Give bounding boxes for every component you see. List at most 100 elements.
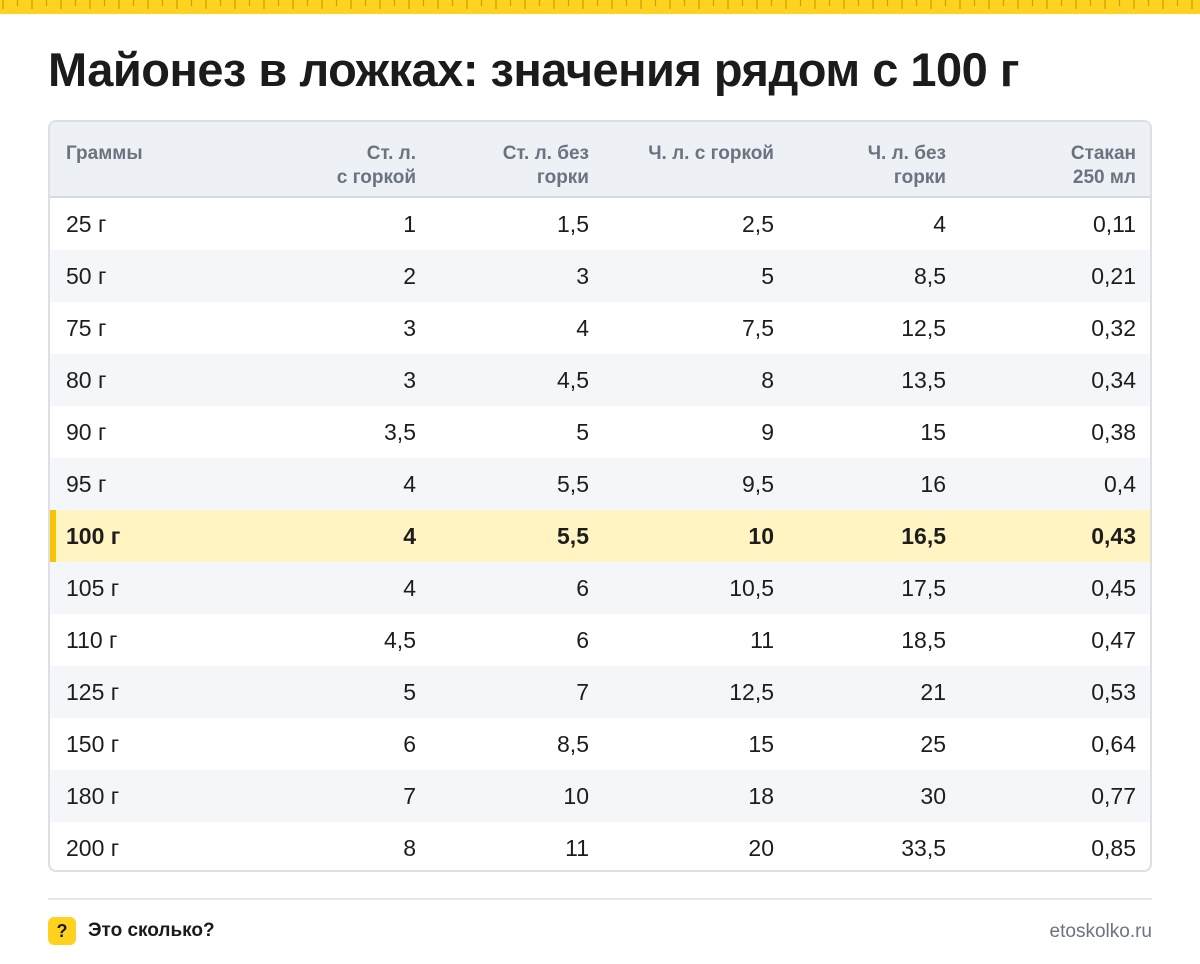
table-row: 180 г 7 10 18 30 0,77 — [50, 770, 1150, 822]
table-cell: 8 — [761, 367, 774, 393]
column-header-line: Ст. л. — [366, 143, 416, 164]
table-cell: 3,5 — [384, 419, 416, 445]
row-label: 200 г — [66, 835, 120, 861]
column-header: Ч. л. с горкой — [574, 142, 774, 166]
table-row: 105 г 4 6 10,5 17,5 0,45 — [50, 562, 1150, 614]
table-cell: 0,11 — [1092, 211, 1136, 237]
table-cell: 12,5 — [729, 679, 774, 705]
table-cell: 8,5 — [557, 731, 589, 757]
column-header-line: с горкой — [336, 167, 416, 188]
table-cell: 10 — [748, 523, 774, 549]
table-cell: 18 — [748, 783, 774, 809]
table-cell: 0,38 — [1091, 419, 1136, 445]
table-cell: 4,5 — [384, 627, 416, 653]
row-label: 25 г — [66, 211, 107, 237]
table-cell: 33,5 — [901, 835, 946, 861]
column-header-line: Стакан — [1070, 143, 1136, 164]
column-header-line: Ч. л. без — [867, 143, 946, 164]
table-cell: 0,4 — [1104, 471, 1136, 497]
table-row: 90 г 3,5 5 9 15 0,38 — [50, 406, 1150, 458]
table-cell: 6 — [576, 575, 589, 601]
table-cell: 3 — [576, 263, 589, 289]
table-cell: 11 — [750, 627, 774, 653]
column-header: Стакан 250 мл — [936, 142, 1136, 190]
row-label: 105 г — [66, 575, 120, 601]
column-header: Ст. л. с горкой — [216, 142, 416, 190]
table-cell: 16 — [920, 471, 946, 497]
table-row: 75 г 3 4 7,5 12,5 0,32 — [50, 302, 1150, 354]
table-cell: 13,5 — [901, 367, 946, 393]
table-cell: 11 — [565, 835, 589, 861]
footer-divider — [48, 898, 1152, 900]
table-cell: 18,5 — [901, 627, 946, 653]
table-cell: 5,5 — [557, 523, 589, 549]
row-label: 100 г — [66, 523, 121, 549]
table-cell: 15 — [748, 731, 774, 757]
column-header-line: горки — [893, 167, 946, 188]
table-cell: 4 — [576, 315, 589, 341]
table-cell: 0,32 — [1091, 315, 1136, 341]
table-row: 125 г 5 7 12,5 21 0,53 — [50, 666, 1150, 718]
brand-name: Это сколько? — [88, 920, 215, 941]
row-label: 125 г — [66, 679, 120, 705]
table-cell: 3 — [403, 315, 416, 341]
row-label: 150 г — [66, 731, 120, 757]
column-header-line: Ч. л. с горкой — [648, 143, 774, 164]
table-cell: 15 — [920, 419, 946, 445]
table-row: 50 г 2 3 5 8,5 0,21 — [50, 250, 1150, 302]
column-header: Ч. л. без горки — [746, 142, 946, 190]
table-cell: 8,5 — [914, 263, 946, 289]
row-label: 110 г — [66, 627, 118, 653]
table-cell: 2 — [403, 263, 416, 289]
table-cell: 5 — [761, 263, 774, 289]
highlight-marker — [50, 510, 56, 562]
table-cell: 16,5 — [901, 523, 946, 549]
row-label: 80 г — [66, 367, 107, 393]
table-cell: 4 — [403, 471, 416, 497]
column-header-line: 250 мл — [1072, 167, 1136, 188]
column-header-line: Граммы — [66, 143, 143, 164]
table-cell: 0,85 — [1091, 835, 1136, 861]
table-cell: 0,53 — [1091, 679, 1136, 705]
row-label: 50 г — [66, 263, 107, 289]
table-header: Граммы Ст. л. с горкой Ст. л. без горки Ч. л.… — [50, 122, 1150, 198]
table-cell: 17,5 — [901, 575, 946, 601]
table-body: 25 г 1 1,5 2,5 4 0,11 50 г 2 3 5 8,5 0,21 75 г 3 4 7,5 1… — [50, 198, 1150, 870]
table-cell: 9 — [761, 419, 774, 445]
table-cell: 6 — [576, 627, 589, 653]
table-row: 150 г 6 8,5 15 25 0,64 — [50, 718, 1150, 770]
ruler-ticks — [2, 0, 1193, 9]
table-cell: 0,47 — [1091, 627, 1136, 653]
table-cell: 4 — [933, 211, 946, 237]
table-cell: 4 — [403, 575, 416, 601]
column-header: Ст. л. без горки — [389, 142, 589, 190]
table-cell: 0,45 — [1091, 575, 1136, 601]
column-header-line: Ст. л. без — [502, 143, 589, 164]
column-header-line: горки — [536, 167, 589, 188]
table-cell: 25 — [920, 731, 946, 757]
table-cell: 0,77 — [1091, 783, 1136, 809]
table-row: 200 г 8 11 20 33,5 0,85 — [50, 822, 1150, 870]
table-cell: 9,5 — [742, 471, 774, 497]
ruler-strip — [0, 0, 1200, 14]
table-cell: 2,5 — [742, 211, 774, 237]
table-cell: 4,5 — [557, 367, 589, 393]
site-link[interactable]: etoskolko.ru — [1049, 921, 1152, 942]
table-row: 95 г 4 5,5 9,5 16 0,4 — [50, 458, 1150, 510]
table-cell: 5 — [403, 679, 416, 705]
table-cell: 4 — [403, 523, 416, 549]
table-cell: 21 — [920, 679, 946, 705]
table-cell: 6 — [403, 731, 416, 757]
data-table: Граммы Ст. л. с горкой Ст. л. без горки Ч. л.… — [48, 120, 1152, 872]
table-cell: 7,5 — [742, 315, 774, 341]
table-row: 80 г 3 4,5 8 13,5 0,34 — [50, 354, 1150, 406]
table-cell: 0,21 — [1091, 263, 1136, 289]
table-cell: 7 — [576, 679, 589, 705]
table-cell: 12,5 — [901, 315, 946, 341]
row-label: 95 г — [66, 471, 107, 497]
table-cell: 8 — [403, 835, 416, 861]
table-cell: 0,34 — [1091, 367, 1136, 393]
column-header: Граммы — [66, 142, 266, 166]
table-cell: 1 — [403, 211, 416, 237]
table-cell: 0,43 — [1091, 523, 1136, 549]
